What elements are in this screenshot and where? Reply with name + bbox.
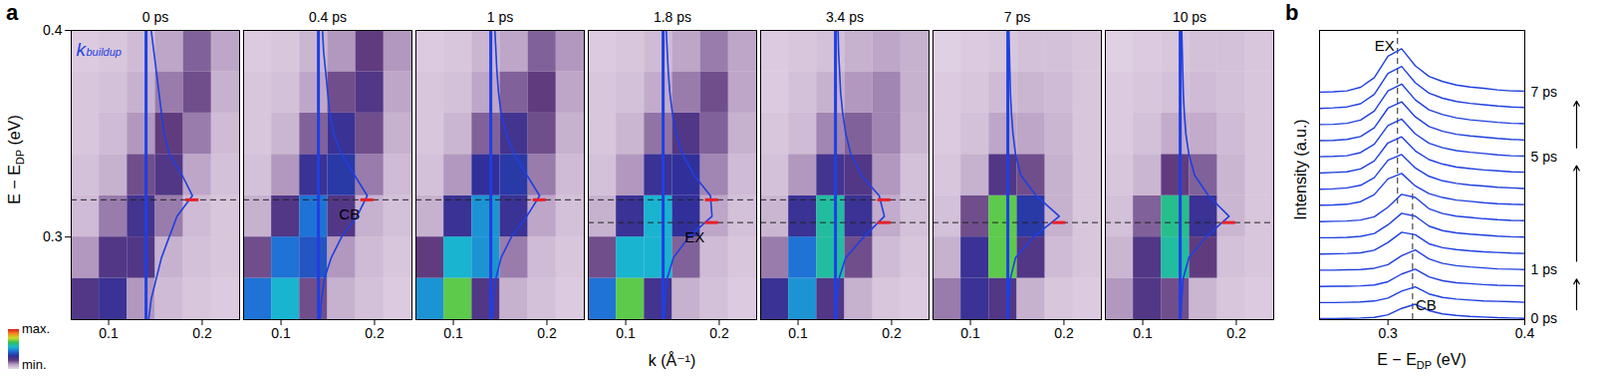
svg-text:0 ps: 0 ps bbox=[142, 8, 169, 25]
svg-text:3.4 ps: 3.4 ps bbox=[825, 8, 864, 25]
svg-text:0.1: 0.1 bbox=[443, 324, 464, 341]
svg-text:CB: CB bbox=[338, 205, 360, 223]
svg-text:0.1: 0.1 bbox=[270, 324, 291, 341]
html-text:(eV): (eV) bbox=[5, 114, 23, 150]
svg-text:0 ps: 0 ps bbox=[1531, 309, 1558, 326]
svg-text:0.2: 0.2 bbox=[536, 324, 557, 341]
svg-text:1 ps: 1 ps bbox=[487, 8, 514, 25]
svg-text:5 ps: 5 ps bbox=[1531, 148, 1558, 165]
svg-text:buildup: buildup bbox=[86, 45, 122, 58]
svg-text:7 ps: 7 ps bbox=[1004, 8, 1031, 25]
svg-text:0.2: 0.2 bbox=[709, 324, 730, 341]
svg-text:EX: EX bbox=[1374, 36, 1395, 54]
html-text:min.: min. bbox=[21, 356, 47, 372]
svg-text:0.1: 0.1 bbox=[960, 324, 981, 341]
html-text:max.: max. bbox=[21, 320, 51, 336]
svg-text:0.1: 0.1 bbox=[615, 324, 636, 341]
svg-text:0.1: 0.1 bbox=[98, 324, 119, 341]
svg-text:0.4: 0.4 bbox=[42, 21, 63, 38]
svg-text:0.1: 0.1 bbox=[1132, 324, 1153, 341]
html-text:DP: DP bbox=[14, 149, 27, 165]
html-text:E − E: E − E bbox=[5, 164, 23, 205]
svg-text:CB: CB bbox=[1415, 295, 1437, 313]
svg-text:0.3: 0.3 bbox=[1377, 324, 1398, 341]
svg-text:7 ps: 7 ps bbox=[1531, 83, 1558, 100]
svg-text:10 ps: 10 ps bbox=[1172, 8, 1207, 25]
svg-text:EX: EX bbox=[684, 228, 705, 246]
svg-text:1.8 ps: 1.8 ps bbox=[653, 8, 692, 25]
html-text:b: b bbox=[1285, 0, 1299, 25]
html-text:a: a bbox=[5, 0, 19, 25]
html-text:E − EDP(eV): E − EDP(eV) bbox=[1377, 350, 1467, 371]
svg-text:0.2: 0.2 bbox=[1054, 324, 1074, 341]
svg-text:1 ps: 1 ps bbox=[1531, 261, 1558, 277]
svg-text:k: k bbox=[76, 38, 86, 60]
svg-text:0.2: 0.2 bbox=[364, 324, 385, 341]
html-text:Intensity (a.u.): Intensity (a.u.) bbox=[1292, 118, 1310, 220]
svg-text:0.3: 0.3 bbox=[42, 228, 63, 245]
svg-text:0.1: 0.1 bbox=[788, 324, 808, 341]
svg-text:0.2: 0.2 bbox=[192, 324, 213, 341]
html-text:k (Å⁻¹): k (Å⁻¹) bbox=[648, 351, 696, 369]
svg-text:0.2: 0.2 bbox=[881, 324, 902, 341]
svg-text:0.4 ps: 0.4 ps bbox=[308, 8, 347, 25]
svg-text:0.2: 0.2 bbox=[1226, 324, 1247, 341]
svg-text:0.4: 0.4 bbox=[1515, 324, 1536, 341]
